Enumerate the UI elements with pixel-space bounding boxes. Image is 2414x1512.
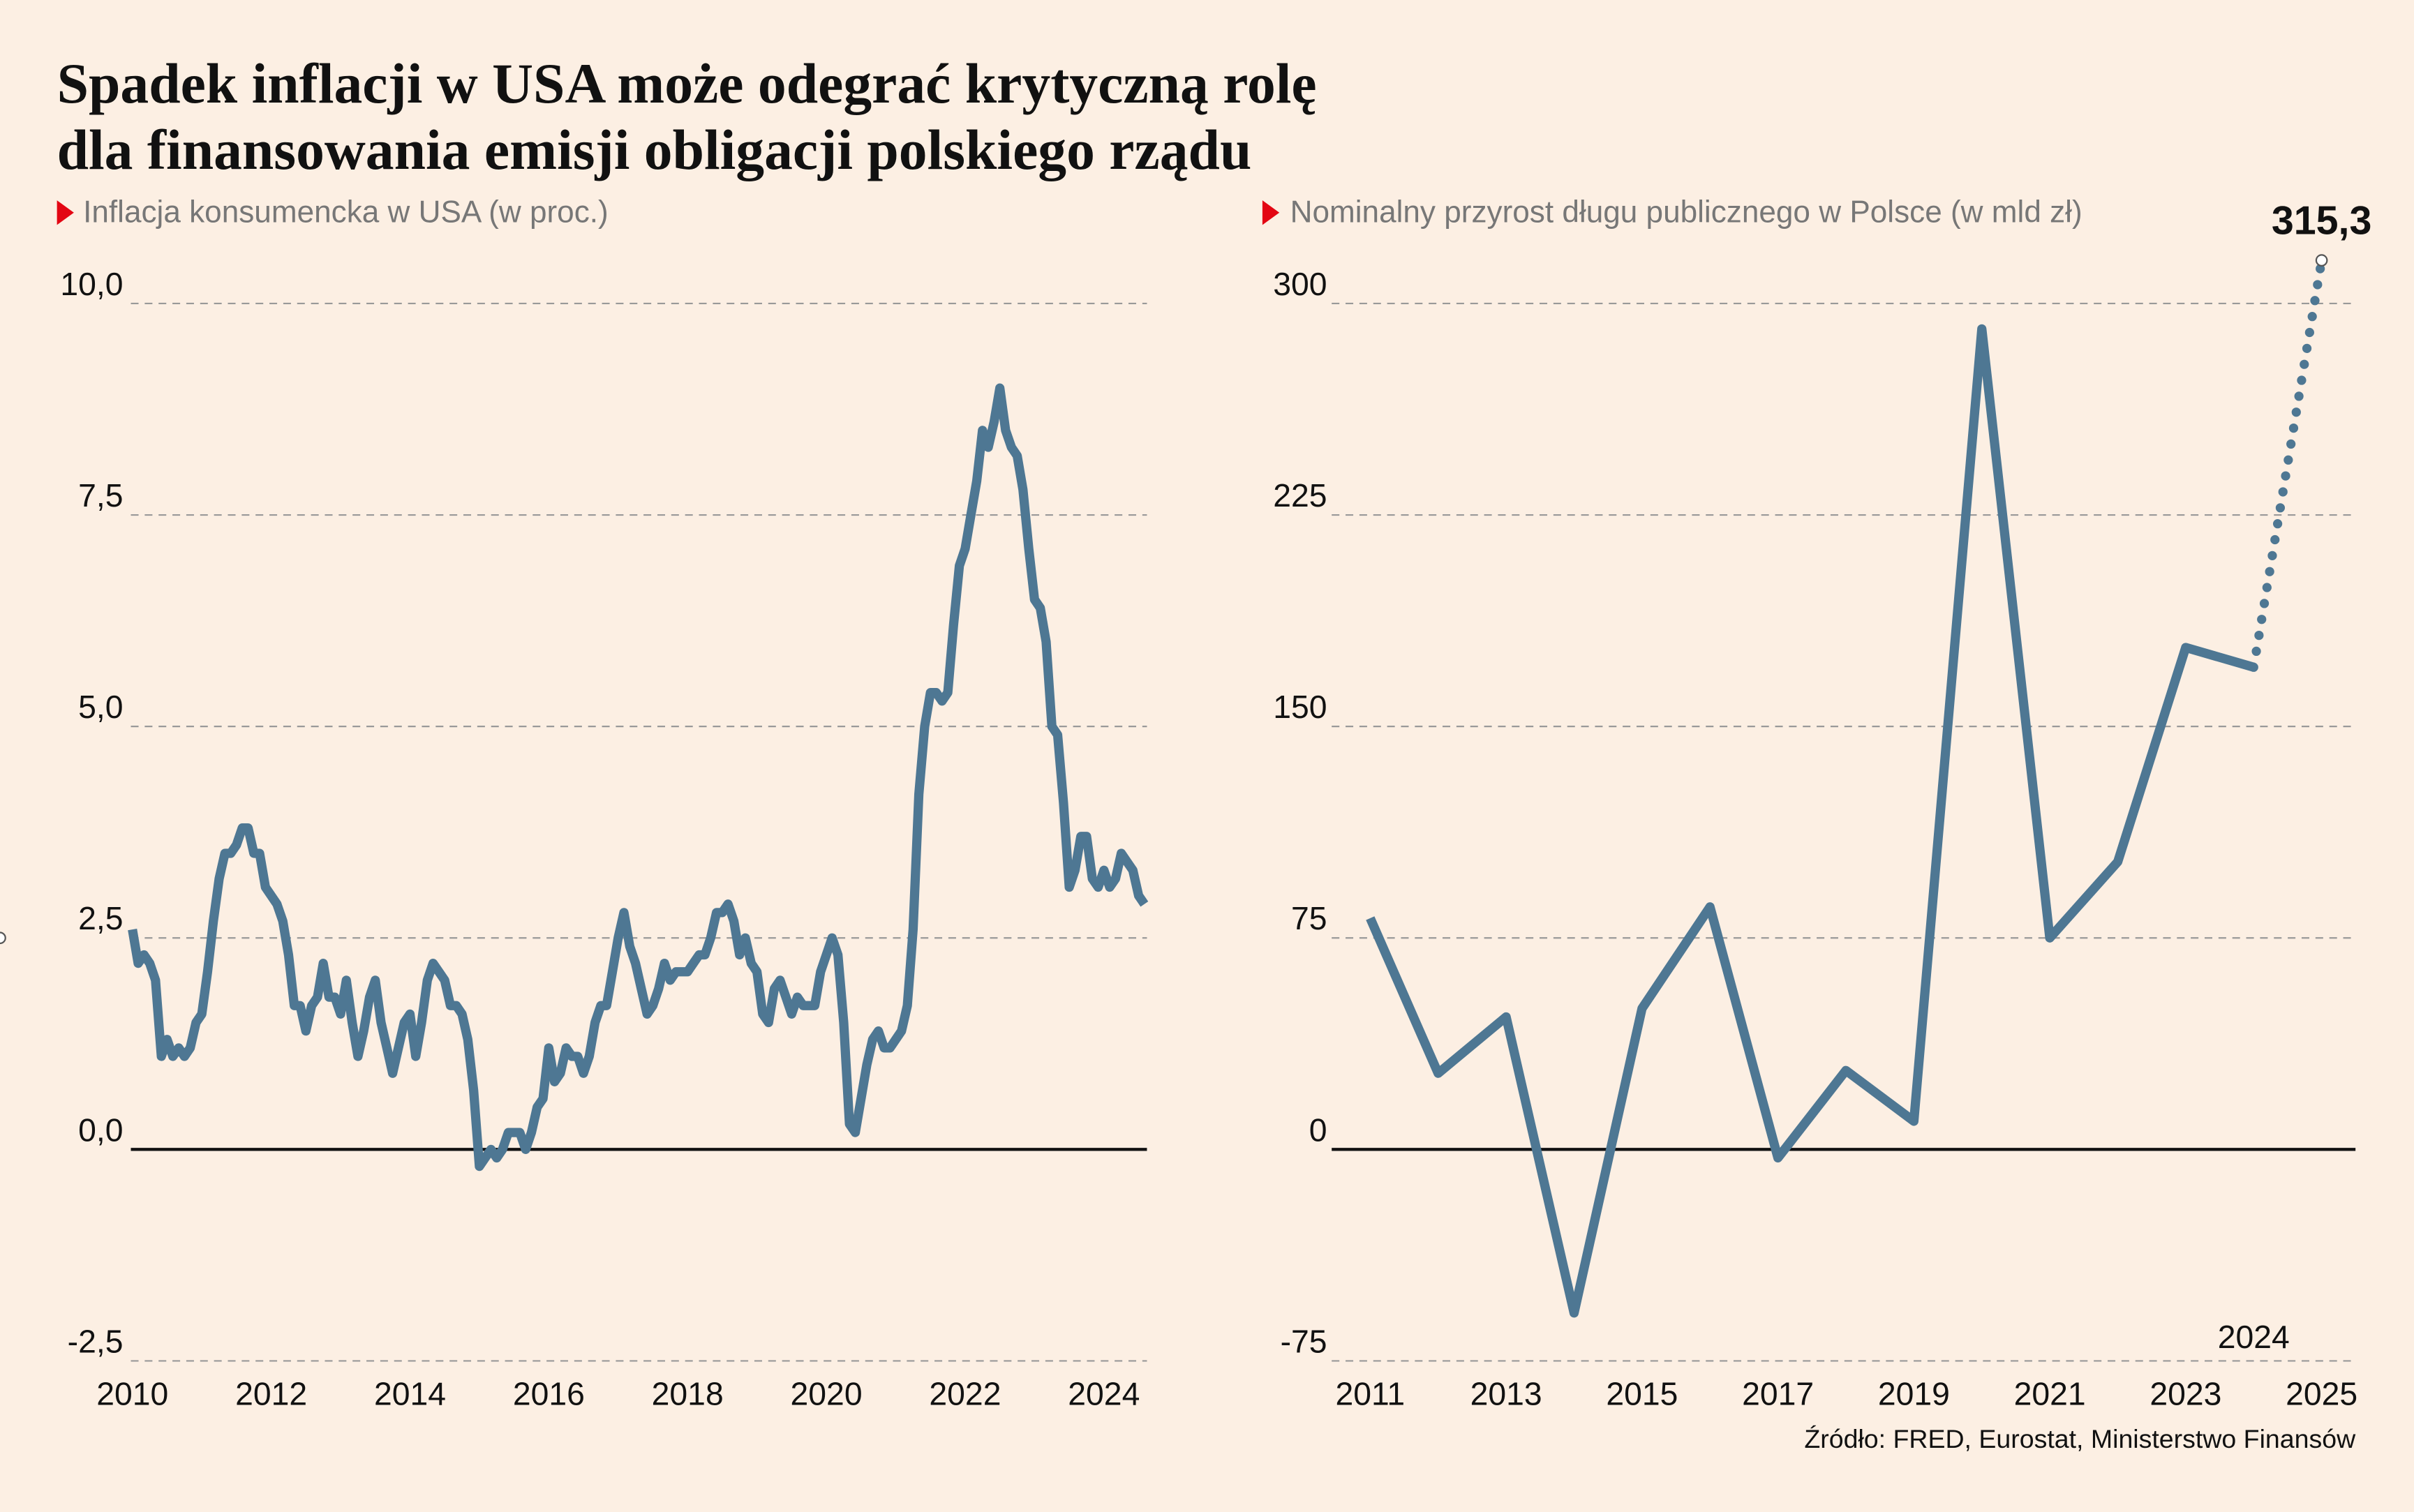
end-point xyxy=(2315,254,2328,267)
bullet xyxy=(57,200,74,225)
y-tick-label: 2,5 xyxy=(78,900,123,936)
bullet xyxy=(1262,200,1280,225)
subtitle: Inflacja konsumencka w USA (w proc.) xyxy=(83,195,609,230)
chart-title: dla finansowania emisji obligacji polski… xyxy=(57,118,1252,181)
y-tick-label: 300 xyxy=(1273,266,1327,302)
x-tick-label: 2022 xyxy=(929,1375,1001,1412)
x-tick-label: 2023 xyxy=(2149,1375,2221,1412)
data-line xyxy=(1366,324,2256,1318)
x-tick-label: 2011 xyxy=(1336,1375,1406,1412)
end-label: 315,3 xyxy=(2272,198,2372,243)
x-tick-label: 2025 xyxy=(2286,1375,2357,1412)
x-tick-label: 2017 xyxy=(1742,1375,1814,1412)
data-line xyxy=(128,383,1149,1172)
data-line xyxy=(2249,255,2327,672)
x-tick-label: 2012 xyxy=(235,1375,307,1412)
y-tick-label: 0 xyxy=(1309,1111,1327,1148)
x-tick-label: 2014 xyxy=(374,1375,446,1412)
x-tick-label: 2010 xyxy=(96,1375,168,1412)
x-tick-label: 2024 xyxy=(1068,1375,1140,1412)
y-tick-label: 225 xyxy=(1273,477,1327,514)
x-tick-label: 2019 xyxy=(1878,1375,1950,1412)
x-tick-label: 2020 xyxy=(791,1375,863,1412)
x-tick-label: 2018 xyxy=(652,1375,724,1412)
x-tick-label: 2015 xyxy=(1606,1375,1678,1412)
annotation: 2024 xyxy=(2218,1319,2290,1355)
x-tick-label: 2013 xyxy=(1470,1375,1542,1412)
y-tick-label: 0,0 xyxy=(78,1111,123,1148)
y-tick-label: 10,0 xyxy=(60,266,123,302)
y-tick-label: -75 xyxy=(1281,1323,1327,1359)
x-tick-label: 2016 xyxy=(513,1375,585,1412)
chart-title: Spadek inflacji w USA może odegrać kryty… xyxy=(57,52,1317,115)
end-point xyxy=(0,931,6,945)
y-tick-label: 75 xyxy=(1291,900,1327,936)
y-tick-label: 150 xyxy=(1273,689,1327,725)
x-tick-label: 2021 xyxy=(2014,1375,2086,1412)
y-tick-label: 7,5 xyxy=(78,477,123,514)
source: Źródło: FRED, Eurostat, Ministerstwo Fin… xyxy=(1804,1424,2356,1453)
y-tick-label: 5,0 xyxy=(78,689,123,725)
subtitle: Nominalny przyrost długu publicznego w P… xyxy=(1290,195,2083,230)
y-tick-label: -2,5 xyxy=(68,1323,124,1359)
